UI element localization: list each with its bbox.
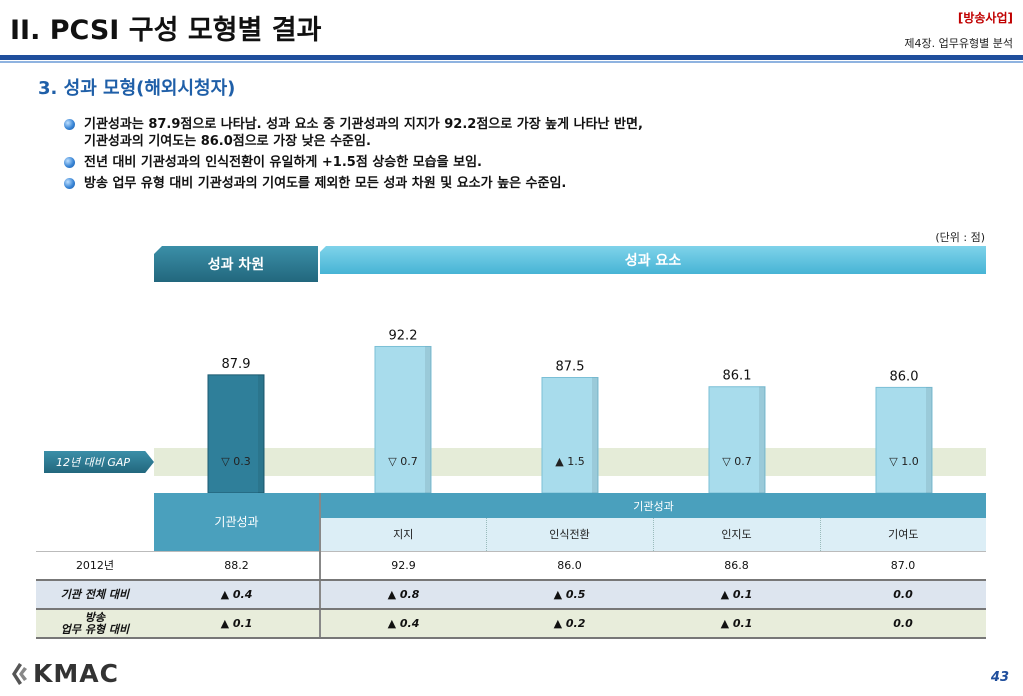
section-title: 3. 성과 모형(해외시청자) bbox=[38, 78, 236, 99]
gap-value: ▲ 1.5 bbox=[555, 455, 585, 468]
bullet-item: 방송 업무 유형 대비 기관성과의 기여도를 제외한 모든 성과 차원 및 요소… bbox=[64, 175, 764, 192]
header-rule bbox=[0, 55, 1023, 60]
bullet-dot-icon bbox=[64, 157, 75, 168]
bar-2 bbox=[541, 377, 599, 494]
sub-header: 지지 bbox=[320, 518, 487, 551]
table-cell: ▲ 0.5 bbox=[486, 580, 653, 610]
page-number: 43 bbox=[990, 670, 1009, 685]
bar-shade-4 bbox=[926, 387, 932, 493]
table-cell: 0.0 bbox=[820, 580, 987, 610]
table-row: 2012년 88.2 92.9 86.0 86.8 87.0 bbox=[36, 550, 987, 581]
table-cell: 86.0 bbox=[486, 550, 653, 581]
table-cell: ▲ 0.4 bbox=[320, 609, 486, 639]
table-row: 방송 업무 유형 대비 ▲ 0.1 ▲ 0.4 ▲ 0.2 ▲ 0.1 0.0 bbox=[36, 609, 987, 639]
dimension-header: 성과 차원 bbox=[154, 246, 318, 282]
table-cell: 86.8 bbox=[653, 550, 820, 581]
sub-header: 인식전환 bbox=[486, 518, 654, 551]
results-table: 기관성과 기관성과 지지 인식전환 인지도 기여도 2012년 88.2 92.… bbox=[36, 493, 987, 639]
chapter-label: 제4장. 업무유형별 분석 bbox=[904, 37, 1013, 50]
col-header-main: 기관성과 bbox=[154, 493, 321, 551]
gap-value: ▽ 0.7 bbox=[388, 455, 418, 468]
table-row: 기관 전체 대비 ▲ 0.4 ▲ 0.8 ▲ 0.5 ▲ 0.1 0.0 bbox=[36, 580, 987, 610]
table-cell: ▲ 0.1 bbox=[653, 580, 820, 610]
sub-header: 인지도 bbox=[653, 518, 821, 551]
row-label-line: 방송 bbox=[84, 610, 106, 624]
bar-3 bbox=[708, 386, 766, 494]
bar-value-label: 86.0 bbox=[890, 369, 919, 384]
page-title: II. PCSI 구성 모형별 결과 bbox=[10, 15, 322, 46]
gap-label: 12년 대비 GAP bbox=[44, 451, 154, 473]
sub-header: 기여도 bbox=[820, 518, 987, 551]
table-cell: 88.2 bbox=[154, 550, 321, 581]
table-cell: ▲ 0.2 bbox=[486, 609, 653, 639]
section-tag: [방송사업] bbox=[957, 11, 1013, 25]
gap-value: ▽ 1.0 bbox=[889, 455, 919, 468]
bullet-text: 기관성과는 87.9점으로 나타남. 성과 요소 중 기관성과의 지지가 92.… bbox=[84, 117, 643, 149]
row-label: 방송 업무 유형 대비 bbox=[36, 609, 154, 639]
bar-shade-2 bbox=[592, 377, 598, 493]
row-label-line: 업무 유형 대비 bbox=[60, 622, 130, 636]
bar-4 bbox=[875, 386, 933, 494]
table-cell: 87.0 bbox=[820, 550, 987, 581]
bullet-dot-icon bbox=[64, 119, 75, 130]
unit-label: (단위 : 점) bbox=[935, 231, 985, 244]
bullet-text: 전년 대비 기관성과의 인식전환이 유일하게 +1.5점 상승한 모습을 보임. bbox=[84, 155, 482, 170]
row-label: 기관 전체 대비 bbox=[36, 580, 154, 610]
bar-0 bbox=[207, 374, 265, 494]
table-cell: 92.9 bbox=[320, 550, 486, 581]
bullet-item: 기관성과는 87.9점으로 나타남. 성과 요소 중 기관성과의 지지가 92.… bbox=[64, 116, 764, 150]
kmac-logo: KMAC bbox=[8, 659, 119, 688]
bullet-item: 전년 대비 기관성과의 인식전환이 유일하게 +1.5점 상승한 모습을 보임. bbox=[64, 154, 764, 171]
bar-value-label: 87.5 bbox=[556, 360, 585, 375]
bar-value-label: 87.9 bbox=[222, 357, 251, 372]
bullet-dot-icon bbox=[64, 178, 75, 189]
element-header: 성과 요소 bbox=[320, 246, 986, 274]
bar-value-label: 92.2 bbox=[389, 328, 418, 343]
bar-shade-1 bbox=[425, 346, 431, 493]
group-header: 기관성과 bbox=[320, 493, 987, 518]
header-rule-thin bbox=[0, 61, 1023, 63]
bullet-text: 방송 업무 유형 대비 기관성과의 기여도를 제외한 모든 성과 차원 및 요소… bbox=[84, 176, 567, 191]
table-cell: ▲ 0.8 bbox=[320, 580, 486, 610]
bar-1 bbox=[374, 345, 432, 494]
table-cell: ▲ 0.1 bbox=[154, 609, 321, 639]
bar-shade-3 bbox=[759, 386, 765, 493]
summary-bullets: 기관성과는 87.9점으로 나타남. 성과 요소 중 기관성과의 지지가 92.… bbox=[64, 116, 764, 196]
bar-value-label: 86.1 bbox=[723, 369, 752, 384]
table-cell: ▲ 0.1 bbox=[653, 609, 820, 639]
logo-text: KMAC bbox=[33, 659, 119, 688]
table-corner bbox=[36, 493, 154, 551]
kmac-logo-mark-icon bbox=[12, 662, 27, 685]
gap-value: ▽ 0.3 bbox=[221, 455, 251, 468]
gap-value: ▽ 0.7 bbox=[722, 455, 752, 468]
table-cell: ▲ 0.4 bbox=[154, 580, 321, 610]
row-label: 2012년 bbox=[36, 550, 154, 581]
table-cell: 0.0 bbox=[820, 609, 987, 639]
bar-shade-0 bbox=[258, 374, 264, 493]
